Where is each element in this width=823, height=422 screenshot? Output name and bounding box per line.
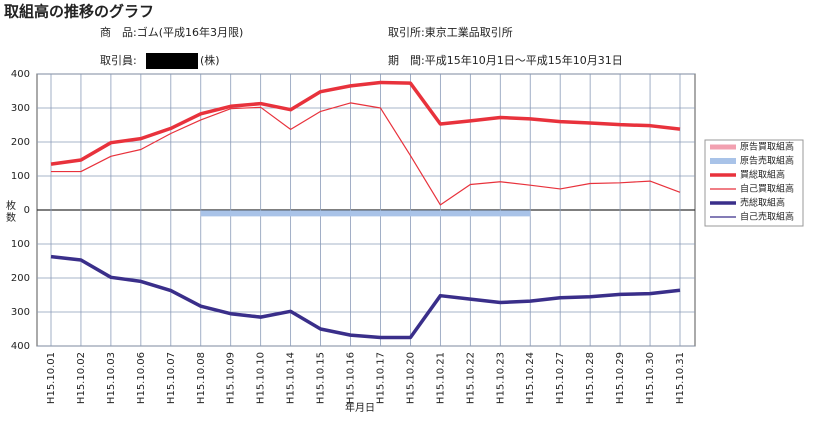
y-tick-label: 100 (11, 239, 30, 250)
chart-title: 取組高の推移のグラフ (4, 3, 154, 21)
exchange: 取引所:東京工業品取引所 (388, 25, 513, 39)
x-tick-label: H15.10.20 (405, 352, 416, 404)
x-tick-label: H15.10.27 (555, 352, 566, 404)
legend-label: 売総取組高 (740, 197, 785, 209)
x-tick-label: H15.10.06 (136, 352, 147, 404)
x-tick-label: H15.10.16 (346, 352, 357, 404)
series-line (50, 255, 681, 339)
broker-suffix: (株) (200, 53, 220, 67)
y-tick-label: 300 (11, 307, 30, 318)
series-line (51, 102, 681, 206)
y-tick-label: 100 (11, 171, 30, 182)
y-tick-label: 300 (11, 103, 30, 114)
x-tick-label: H15.10.10 (256, 352, 267, 404)
series-line (50, 80, 681, 166)
y-axis-label: 枚数 (6, 199, 16, 224)
x-tick-label: H15.10.24 (525, 352, 536, 404)
x-tick-label: H15.10.30 (645, 352, 656, 404)
y-tick-label: 0 (24, 205, 30, 216)
legend-label: 自己売取組高 (740, 211, 794, 223)
x-tick-label: H15.10.08 (196, 352, 207, 404)
y-tick-label: 200 (11, 273, 30, 284)
x-tick-label: H15.10.22 (465, 352, 476, 404)
y-tick-label: 400 (11, 69, 30, 80)
x-tick-label: H15.10.17 (375, 352, 386, 404)
legend-label: 自己買取組高 (740, 183, 794, 195)
x-tick-label: H15.10.03 (106, 352, 117, 404)
legend-label: 原告売取組高 (740, 155, 794, 167)
x-tick-label: H15.10.15 (316, 352, 327, 404)
x-axis-label: 年月日 (345, 401, 375, 414)
y-tick-label: 400 (11, 341, 30, 352)
legend-label: 原告買取組高 (740, 141, 794, 153)
broker-label: 取引員: (100, 53, 137, 67)
legend-label: 買総取組高 (740, 169, 785, 181)
period: 期 間:平成15年10月1日～平成15年10月31日 (388, 53, 623, 67)
x-tick-label: H15.10.28 (585, 352, 596, 404)
x-tick-label: H15.10.09 (226, 352, 237, 404)
product: 商 品:ゴム(平成16年3月限) (100, 25, 243, 39)
x-tick-label: H15.10.29 (615, 352, 626, 404)
x-tick-label: H15.10.02 (76, 352, 87, 404)
x-tick-label: H15.10.23 (495, 352, 506, 404)
legend (704, 139, 804, 227)
x-tick-label: H15.10.31 (675, 352, 686, 404)
x-tick-label: H15.10.01 (46, 352, 57, 404)
redaction (146, 53, 198, 69)
x-tick-label: H15.10.07 (166, 352, 177, 404)
x-tick-label: H15.10.21 (435, 352, 446, 404)
y-tick-label: 200 (11, 137, 30, 148)
x-tick-label: H15.10.14 (286, 352, 297, 404)
